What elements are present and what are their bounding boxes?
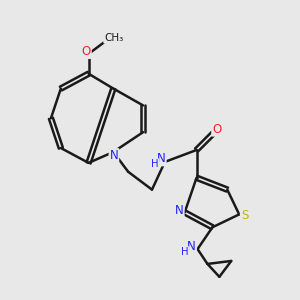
Text: N: N (157, 152, 166, 165)
Text: S: S (241, 209, 248, 222)
Text: N: N (187, 240, 196, 253)
Text: CH₃: CH₃ (104, 33, 123, 43)
Text: N: N (175, 204, 184, 218)
Text: N: N (110, 149, 118, 162)
Text: O: O (212, 123, 221, 136)
Text: O: O (82, 45, 91, 58)
Text: H: H (151, 159, 158, 169)
Text: H: H (181, 247, 189, 257)
